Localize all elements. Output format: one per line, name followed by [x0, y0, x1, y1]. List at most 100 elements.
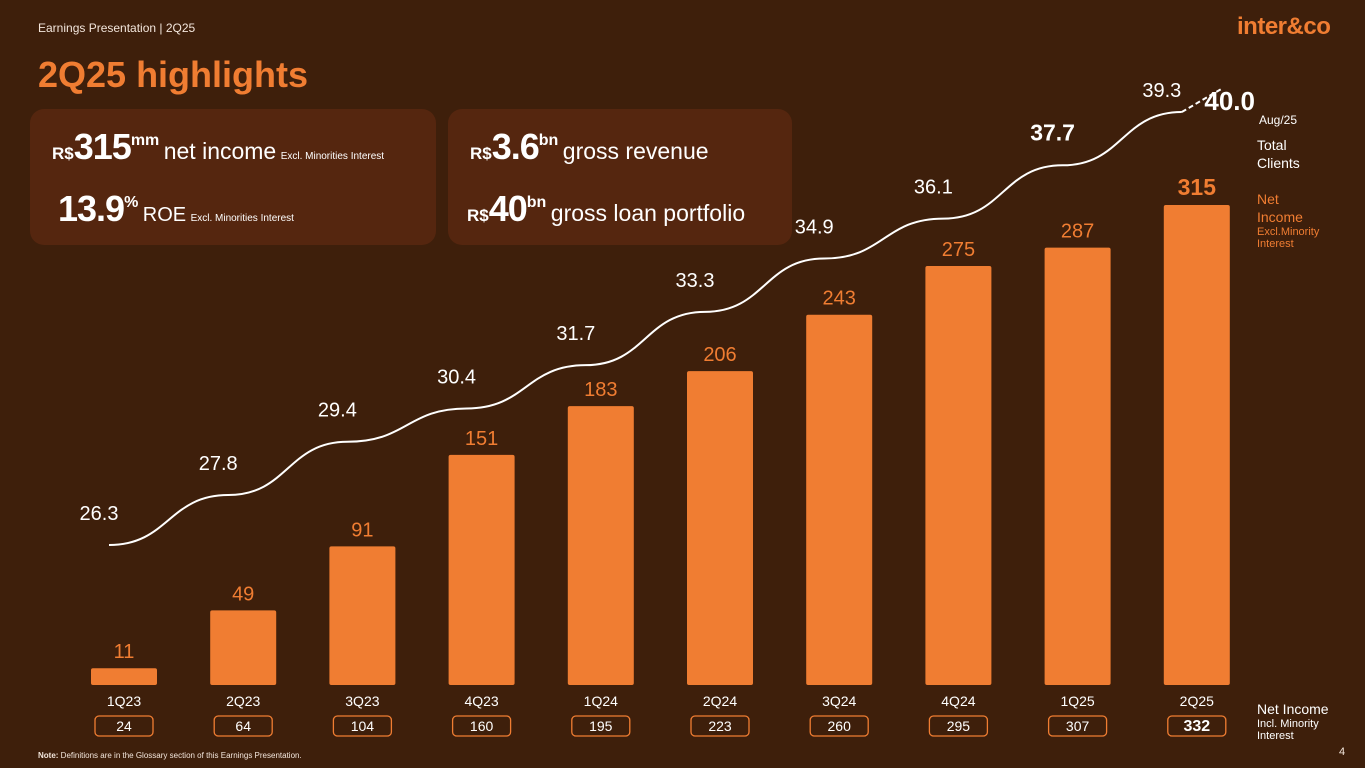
bar-label-2Q24: 206	[703, 344, 736, 366]
bar-4Q24	[925, 265, 992, 685]
legend-total-clients: Total Clients	[1257, 136, 1317, 172]
bar-3Q24	[806, 314, 873, 685]
incl-label-4Q24: 295	[947, 718, 971, 734]
client-label-3Q24: 34.9	[795, 217, 834, 239]
client-label-1Q24: 31.7	[556, 323, 595, 345]
bar-4Q23	[448, 454, 515, 685]
bar-label-1Q23: 11	[114, 641, 135, 663]
header-subtitle: Earnings Presentation | 2Q25	[38, 21, 196, 35]
x-tick-4Q24: 4Q24	[941, 693, 975, 709]
client-label-1Q25: 37.7	[1030, 119, 1075, 145]
x-tick-2Q24: 2Q24	[703, 693, 737, 709]
client-label-2Q24: 33.3	[676, 270, 715, 292]
incl-label-1Q23: 24	[116, 718, 132, 734]
kpi-net-income: R$315mm net income Excl. Minorities Inte…	[52, 126, 384, 168]
kpi-roe: 13.9% ROE Excl. Minorities Interest	[58, 188, 294, 230]
x-tick-1Q24: 1Q24	[584, 693, 618, 709]
bar-1Q24	[567, 406, 634, 685]
kpi-roe-label: ROE	[142, 204, 187, 226]
footnote: Note: Definitions are in the Glossary se…	[38, 751, 302, 760]
incl-label-2Q24: 223	[708, 718, 732, 734]
bar-label-2Q25: 315	[1178, 174, 1217, 200]
kpi-card-income	[30, 109, 436, 245]
bar-label-3Q23: 91	[351, 519, 373, 541]
kpi-loan-portfolio-unit: bn	[526, 194, 547, 211]
x-tick-1Q23: 1Q23	[107, 693, 141, 709]
incl-label-1Q24: 195	[589, 718, 613, 734]
bar-label-2Q23: 49	[232, 583, 254, 605]
bar-label-3Q24: 243	[823, 288, 856, 310]
incl-label-4Q23: 160	[470, 718, 494, 734]
client-label-1Q23: 26.3	[80, 503, 119, 525]
kpi-gross-revenue-label: gross revenue	[562, 138, 709, 164]
kpi-net-income-unit: mm	[130, 132, 160, 149]
incl-box-3Q23	[332, 715, 393, 737]
incl-box-2Q24	[690, 715, 750, 737]
kpi-gross-revenue: R$3.6bn gross revenue	[470, 126, 709, 168]
page-number: 4	[1339, 746, 1346, 758]
bar-1Q25	[1044, 247, 1111, 685]
x-tick-2Q23: 2Q23	[226, 693, 260, 709]
x-tick-3Q23: 3Q23	[345, 693, 379, 709]
kpi-loan-portfolio-value: 40	[488, 188, 528, 229]
incl-label-1Q25: 307	[1066, 718, 1090, 734]
incl-box-1Q23	[94, 715, 154, 737]
legend-net-income-incl-label: Net Income	[1257, 701, 1329, 717]
kpi-roe-value: 13.9	[58, 188, 125, 229]
bar-2Q24	[687, 371, 753, 685]
x-tick-1Q25: 1Q25	[1060, 693, 1094, 709]
incl-box-3Q24	[809, 715, 869, 737]
client-label-2Q25: 39.3	[1142, 80, 1181, 102]
kpi-gross-revenue-unit: bn	[538, 132, 559, 149]
legend-net-income-incl-sub: Incl. Minority Interest	[1257, 718, 1319, 742]
x-tick-3Q24: 3Q24	[822, 693, 856, 709]
legend-aug-label: Aug/25	[1259, 113, 1298, 127]
x-tick-4Q23: 4Q23	[464, 693, 498, 709]
incl-box-2Q23	[213, 715, 273, 737]
incl-box-4Q23	[451, 715, 512, 737]
page-title: 2Q25 highlights	[38, 54, 309, 95]
kpi-loan-portfolio-label: gross loan portfolio	[550, 200, 746, 226]
legend-net-income: Net Income Excl.Minority Interest	[1257, 190, 1337, 250]
client-label-2Q23: 27.8	[199, 453, 238, 475]
legend-net-income-incl: Net Income Incl. Minority Interest	[1257, 700, 1337, 742]
bar-label-1Q24: 183	[584, 379, 617, 401]
bar-1Q23	[91, 668, 157, 685]
incl-box-1Q25	[1047, 715, 1108, 737]
legend-total-clients-label: Total Clients	[1257, 137, 1300, 171]
bar-2Q23	[210, 610, 277, 685]
legend-net-income-sub: Excl.Minority Interest	[1257, 226, 1320, 250]
kpi-gross-revenue-currency: R$	[470, 144, 492, 163]
incl-box-4Q24	[928, 715, 989, 737]
footnote-text: Definitions are in the Glossary section …	[58, 751, 302, 760]
kpi-loan-portfolio-currency: R$	[467, 206, 489, 225]
bar-label-1Q25: 287	[1061, 221, 1094, 243]
footnote-bold: Note:	[38, 751, 59, 760]
kpi-roe-note: Excl. Minorities Interest	[190, 213, 294, 224]
bar-2Q25	[1163, 205, 1230, 685]
bar-label-4Q24: 275	[942, 239, 975, 261]
kpi-card-revenue	[448, 109, 792, 245]
kpi-roe-unit: %	[124, 194, 139, 211]
kpi-net-income-label: net income	[163, 138, 277, 164]
incl-box-2Q25	[1167, 715, 1227, 737]
kpi-net-income-currency: R$	[52, 144, 74, 163]
client-label-4Q23: 30.4	[437, 366, 476, 388]
legend-net-income-label: Net Income	[1257, 191, 1303, 225]
incl-label-2Q23: 64	[235, 718, 251, 734]
projection-value-label: 40.0	[1204, 86, 1255, 116]
kpi-loan-portfolio: R$40bn gross loan portfolio	[467, 188, 745, 230]
x-tick-2Q25: 2Q25	[1180, 693, 1214, 709]
inter-co-logo: inter&co	[1237, 13, 1331, 40]
client-label-3Q23: 29.4	[318, 400, 357, 422]
incl-label-2Q25: 332	[1183, 718, 1210, 735]
bar-3Q23	[329, 546, 396, 685]
incl-label-3Q24: 260	[828, 718, 852, 734]
incl-label-3Q23: 104	[351, 718, 375, 734]
bar-label-4Q23: 151	[465, 428, 498, 450]
kpi-net-income-note: Excl. Minorities Interest	[280, 151, 385, 162]
kpi-gross-revenue-value: 3.6	[491, 126, 540, 167]
incl-box-1Q24	[571, 715, 631, 737]
client-label-4Q24: 36.1	[914, 177, 953, 199]
